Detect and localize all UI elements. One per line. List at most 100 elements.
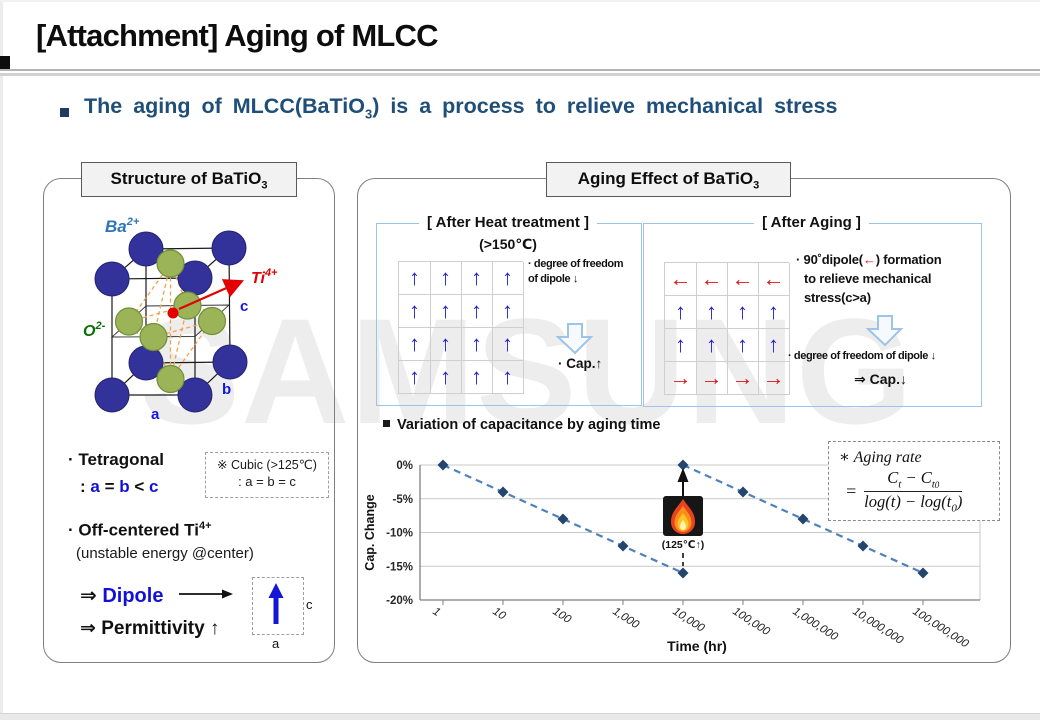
y-tick-label: -10% xyxy=(386,528,413,540)
aging-rate-formula-box: ∗ Aging rate = Ct − Ct0 log(t) − log(t0) xyxy=(828,441,1000,521)
aging-90deg-note: · 90˚dipole(←) formation to relieve mech… xyxy=(796,250,986,307)
left-arrow-icon: ← xyxy=(669,266,692,291)
subtitle-text: The aging of MLCC(BaTiO3) is a process t… xyxy=(84,94,837,121)
up-arrow-icon: ↑ xyxy=(706,299,717,324)
formula-title: ∗ Aging rate xyxy=(839,449,922,466)
aging-dipole-grid: ← ← ← ← ↑ ↑ ↑ ↑ ↑ ↑ ↑ ↑ → → → → xyxy=(664,262,790,395)
equals: = xyxy=(99,477,120,496)
dipole-cell: ↑ xyxy=(492,361,524,394)
x-tick-label: 1,000,000 xyxy=(790,605,840,643)
annotation-label: (125℃↑) xyxy=(662,539,704,551)
aging-note-line3: stress(c>a) xyxy=(804,290,871,305)
heat-dipole-grid: ↑ ↑ ↑ ↑ ↑ ↑ ↑ ↑ ↑ ↑ ↑ ↑ ↑ ↑ ↑ ↑ xyxy=(398,261,524,394)
x-tick-label: 10,000 xyxy=(670,605,707,635)
left-arrow-icon: ← xyxy=(862,252,876,267)
up-arrow-icon: ↑ xyxy=(440,364,451,389)
title-accent-square xyxy=(0,56,10,72)
samsung-watermark: SAMSUNG xyxy=(140,287,914,455)
y-tick-label: -15% xyxy=(386,561,413,573)
page-title: [Attachment] Aging of MLCC xyxy=(36,18,438,53)
aging-freedom-note: · degree of freedom of dipole ↓ xyxy=(788,350,936,362)
dipole-cell: ← xyxy=(696,263,728,296)
up-arrow-icon: ↑ xyxy=(502,364,513,389)
dipole-cell: ↑ xyxy=(727,329,759,362)
mini-axis-a-label: a xyxy=(272,636,280,651)
axis-b: b xyxy=(119,477,130,496)
dipole-cell: ← xyxy=(727,263,759,296)
aging-note-line1: · 90˚dipole(←) formation xyxy=(796,252,942,267)
aging-cap-note: ⇒ Cap.↓ xyxy=(854,371,907,387)
right-arrow-icon: → xyxy=(700,365,723,390)
up-arrow-icon: ↑ xyxy=(502,331,513,356)
axis-c: c xyxy=(149,477,159,496)
heat-note-line2: of dipole ↓ xyxy=(528,273,578,285)
offcentered-text: · Off-centered Ti xyxy=(68,520,199,540)
heat-cap-note: · Cap.↑ xyxy=(558,356,603,371)
permittivity-conclusion: ⇒ Permittivity ↑ xyxy=(80,618,220,639)
oxygen-atoms xyxy=(114,249,227,394)
x-tick-label: 100,000,000 xyxy=(910,605,971,650)
left-arrow-icon: ← xyxy=(731,266,754,291)
up-arrow-icon: ↑ xyxy=(440,331,451,356)
aging-box-title-text: [ After Aging ] xyxy=(754,214,869,231)
colon: : xyxy=(80,477,91,496)
subtitle-subscript: 3 xyxy=(364,106,373,122)
flame-icon xyxy=(663,496,703,536)
up-arrow-icon: ↑ xyxy=(471,265,482,290)
dipole-cell: ↑ xyxy=(399,262,431,295)
ti-label: Ti4+ xyxy=(251,267,278,287)
aging-header-sub: 3 xyxy=(753,179,760,192)
up-arrow-icon: ↑ xyxy=(471,298,482,323)
up-arrow-icon: ↑ xyxy=(502,265,513,290)
dipole-cell: ↑ xyxy=(758,296,790,329)
ti-pointer-arrow xyxy=(178,279,245,311)
up-arrow-icon: ↑ xyxy=(440,265,451,290)
data-point-diamond xyxy=(677,459,689,471)
dipole-cell: → xyxy=(727,362,759,395)
page-top-edge xyxy=(0,0,1040,2)
subtitle-bullet xyxy=(60,108,69,117)
dipole-cell: ↑ xyxy=(461,361,493,394)
chart-title: Variation of capacitance by aging time xyxy=(383,417,661,433)
axis-a: a xyxy=(90,477,100,496)
dipole-cell: ↑ xyxy=(696,296,728,329)
dipole-cell: ↑ xyxy=(461,295,493,328)
subtitle-post: ) is a process to relieve mechanical str… xyxy=(372,94,838,118)
data-point-diamond xyxy=(737,486,749,498)
up-arrow-icon: ↑ xyxy=(440,298,451,323)
x-tick-label: 1,000 xyxy=(610,605,641,631)
annotation-arrow-head xyxy=(677,468,689,482)
up-arrow-icon: ↑ xyxy=(737,299,748,324)
dipole-cell: → xyxy=(696,362,728,395)
aging-note-line2: to relieve mechanical xyxy=(804,271,932,286)
tetragonal-note: · Tetragonal xyxy=(68,450,165,469)
formula-denominator: log(t) − log(t0) xyxy=(864,492,963,515)
hollow-down-arrow-icon xyxy=(556,323,594,355)
less-than: < xyxy=(129,477,149,496)
offcentered-note: · Off-centered Ti4+ xyxy=(68,520,212,541)
left-arrow-icon: ← xyxy=(762,266,785,291)
titanium-atom xyxy=(167,307,179,319)
ba-label: Ba2+ xyxy=(105,216,140,236)
formula-fraction: Ct − Ct0 log(t) − log(t0) xyxy=(864,468,963,515)
dipole-cell: ↑ xyxy=(430,361,462,394)
right-arrow-icon: → xyxy=(731,365,754,390)
heat-box-subtitle: (>150℃) xyxy=(479,236,537,252)
mini-axis-c-label: c xyxy=(306,597,313,612)
dipole-cell: ↑ xyxy=(665,329,697,362)
up-arrow-icon: ↑ xyxy=(409,331,420,356)
x-tick-label: 100 xyxy=(550,605,573,626)
barium-atoms xyxy=(94,230,248,413)
dipole-cell: ↑ xyxy=(696,329,728,362)
dipole-cell: ← xyxy=(665,263,697,296)
tetragonal-formula: : a = b < c xyxy=(80,477,158,497)
right-arrow-icon: → xyxy=(669,365,692,390)
o-label: O2- xyxy=(83,320,106,340)
dipole-cell: ↑ xyxy=(727,296,759,329)
chart-title-text: Variation of capacitance by aging time xyxy=(397,417,661,433)
dipole-cell: ↑ xyxy=(430,295,462,328)
batio3-crystal-diagram: Ba2+ Ti4+ O2- c b a xyxy=(83,216,278,423)
dipole-up-arrow-icon xyxy=(268,583,284,624)
dipole-cell: ↑ xyxy=(665,296,697,329)
dipole-cell: ↑ xyxy=(430,328,462,361)
